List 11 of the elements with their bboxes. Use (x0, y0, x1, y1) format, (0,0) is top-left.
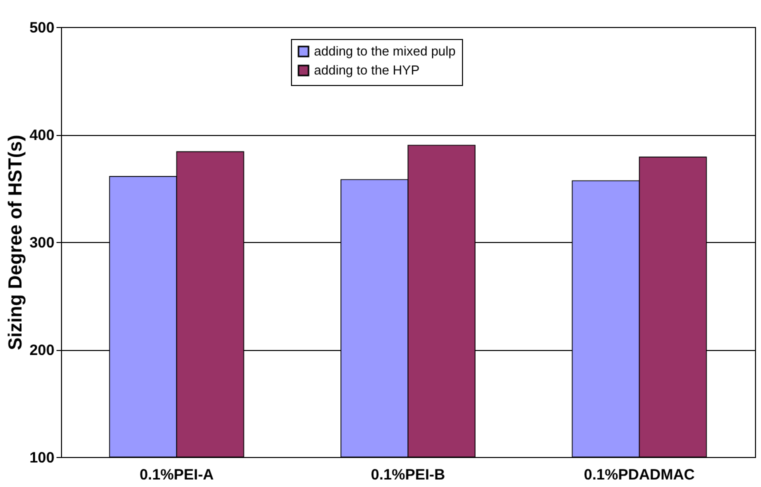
y-axis-title: Sizing Degree of HST(s) (5, 134, 26, 350)
y-tick-label: 400 (29, 127, 54, 144)
legend-label: adding to the HYP (314, 62, 420, 78)
y-tick-label: 500 (29, 20, 54, 36)
y-tick-label: 200 (29, 342, 54, 359)
x-tick-label: 0.1%PEI-B (370, 466, 446, 484)
legend-label: adding to the mixed pulp (314, 44, 456, 58)
x-tick-label: 0.1%PDADMAC (584, 466, 695, 484)
y-tick-label: 100 (29, 450, 54, 466)
y-tick-label: 300 (29, 234, 54, 252)
x-tick-label: 0.1%PEI-A (140, 466, 214, 484)
